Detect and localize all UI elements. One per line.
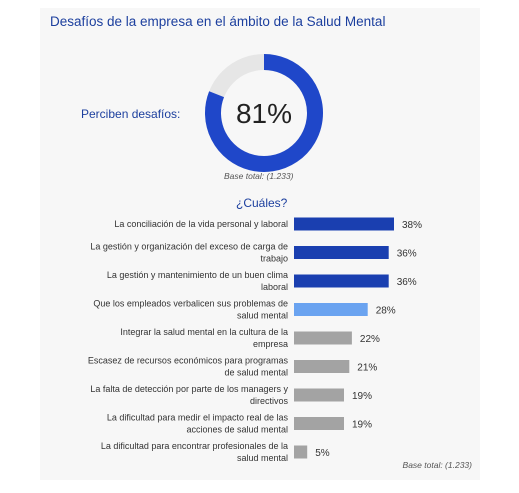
bars-heading: ¿Cuáles?	[236, 196, 288, 210]
bar-chart: La conciliación de la vida personal y la…	[88, 217, 422, 463]
category-label: La falta de detección por parte de los m…	[90, 384, 288, 406]
category-label: La dificultad para encontrar profesional…	[101, 441, 288, 463]
bar	[294, 360, 350, 373]
bar-value-label: 28%	[376, 306, 396, 317]
chart-card: Desafíos de la empresa en el ámbito de l…	[40, 8, 480, 480]
bar	[294, 217, 394, 231]
chart-title: Desafíos de la empresa en el ámbito de l…	[50, 14, 386, 29]
category-label: Escasez de recursos económicos para prog…	[88, 356, 289, 378]
donut-chart: 81%	[205, 54, 323, 172]
bar-value-label: 38%	[402, 220, 422, 231]
category-label: La dificultad para medir el impacto real…	[107, 413, 289, 435]
bar	[294, 417, 344, 430]
bar	[294, 303, 368, 316]
donut-value: 81%	[236, 98, 292, 129]
bar-value-label: 36%	[397, 277, 417, 288]
category-label: La gestión y organización del exceso de …	[90, 242, 288, 264]
category-label: La gestión y mantenimiento de un buen cl…	[107, 270, 288, 292]
bar	[294, 274, 389, 288]
bar	[294, 246, 389, 259]
donut-arc	[205, 54, 323, 172]
category-label: La conciliación de la vida personal y la…	[114, 219, 288, 229]
perciben-label: Perciben desafíos:	[81, 107, 181, 121]
base-total-bottom: Base total: (1.233)	[402, 460, 472, 470]
bar-value-label: 5%	[315, 448, 330, 459]
bar-value-label: 19%	[352, 420, 372, 431]
bar	[294, 445, 308, 459]
bar	[294, 331, 352, 345]
category-label: Que los empleados verbalicen sus problem…	[93, 299, 288, 321]
category-label: Integrar la salud mental en la cultura d…	[120, 327, 288, 349]
bar	[294, 388, 344, 402]
bar-value-label: 22%	[360, 334, 380, 345]
bar-value-label: 19%	[352, 391, 372, 402]
bar-value-label: 21%	[357, 363, 377, 374]
bar-value-label: 36%	[397, 249, 417, 260]
base-total-top: Base total: (1.233)	[224, 171, 294, 181]
